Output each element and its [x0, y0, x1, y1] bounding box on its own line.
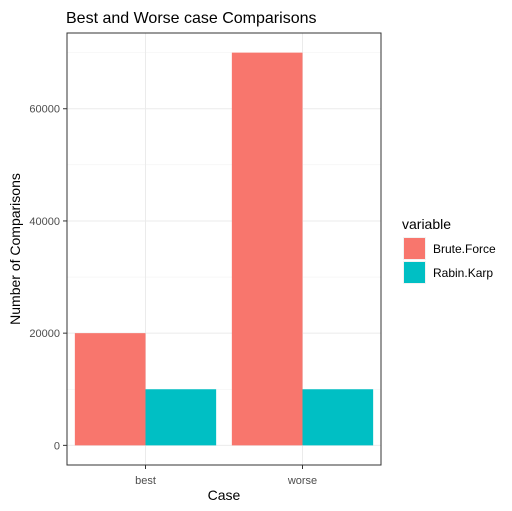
x-axis-title: Case	[208, 487, 241, 503]
legend-title: variable	[402, 216, 451, 232]
y-axis: 0 20000 40000 60000	[29, 104, 67, 452]
x-tick-label: worse	[287, 475, 317, 487]
legend-swatch-brute-force	[404, 238, 425, 259]
legend-items: Brute.Force Rabin.Karp	[403, 237, 496, 284]
legend-label: Rabin.Karp	[433, 266, 493, 280]
y-tick-label: 60000	[29, 104, 60, 116]
bars	[74, 52, 374, 446]
legend: variable Brute.Force Rabin.Karp	[402, 216, 496, 284]
y-axis-title: Number of Comparisons	[7, 173, 23, 325]
y-tick-label: 0	[54, 440, 60, 452]
bar-brute-force-best	[74, 333, 146, 446]
plot-border	[66, 32, 382, 466]
y-tick-label: 20000	[29, 328, 60, 340]
plot-area	[66, 32, 382, 466]
legend-label: Brute.Force	[433, 242, 496, 256]
bar-rabin-karp-worse	[302, 389, 374, 446]
bar-brute-force-worse	[231, 52, 303, 446]
bar-rabin-karp-best	[145, 389, 217, 446]
legend-swatch-rabin-karp	[404, 262, 425, 283]
y-tick-label: 40000	[29, 216, 60, 228]
chart-title: Best and Worse case Comparisons	[66, 10, 316, 27]
x-axis: best worse	[135, 465, 317, 487]
x-tick-label: best	[135, 475, 156, 487]
